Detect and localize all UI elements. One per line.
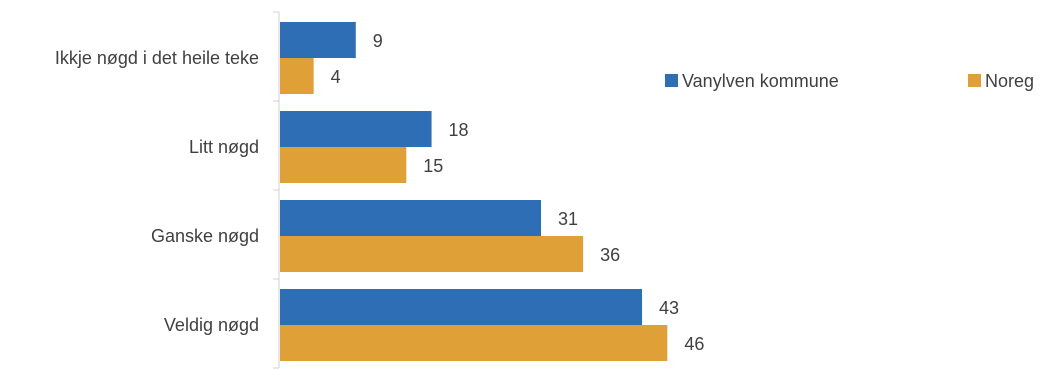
data-label: 18 — [449, 120, 469, 140]
data-label: 31 — [558, 209, 578, 229]
bar — [280, 58, 314, 94]
data-label: 15 — [423, 156, 443, 176]
category-axis — [273, 11, 280, 369]
legend-swatch — [968, 74, 981, 87]
data-label: 43 — [659, 298, 679, 318]
category-labels: Ikkje nøgd i det heile teke Litt nøgd Gans… — [55, 48, 259, 335]
legend-label: Noreg — [985, 71, 1034, 91]
category-label: Ikkje nøgd i det heile teke — [55, 48, 259, 68]
data-label: 36 — [600, 245, 620, 265]
legend-label: Vanylven kommune — [682, 71, 839, 91]
category-label: Ganske nøgd — [151, 226, 259, 246]
bar — [280, 22, 356, 58]
bar — [280, 236, 584, 272]
bars — [280, 22, 668, 361]
bar — [280, 200, 542, 236]
legend-swatch — [665, 74, 678, 87]
legend: Vanylven kommune Noreg — [665, 71, 1034, 91]
bar — [280, 289, 643, 325]
bar — [280, 111, 432, 147]
data-label: 46 — [684, 334, 704, 354]
data-label: 4 — [331, 67, 341, 87]
bar — [280, 325, 668, 361]
category-label: Veldig nøgd — [164, 315, 259, 335]
category-label: Litt nøgd — [189, 137, 259, 157]
data-label: 9 — [373, 31, 383, 51]
bar — [280, 147, 407, 183]
